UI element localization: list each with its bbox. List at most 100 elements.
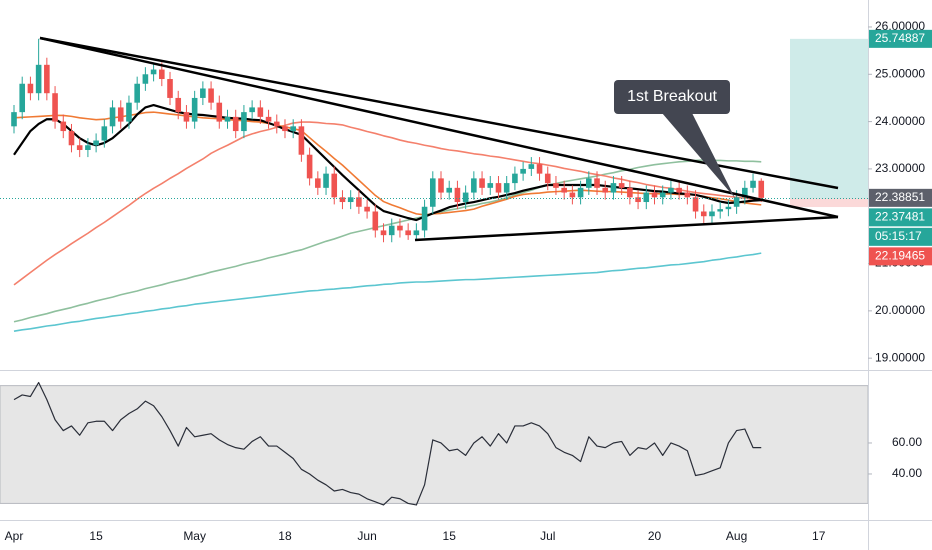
candle-body [512,173,518,184]
candle-body [676,187,682,193]
candle-body [503,183,510,193]
y-tick-label: 26.00000 [875,19,925,33]
y-tick-label: 19.00000 [875,350,925,364]
x-tick-label: Jun [357,529,376,543]
candle-body [429,178,436,207]
candle-body [758,180,765,198]
price-label: 25.74887 [875,31,925,45]
x-tick-label: 15 [89,529,103,543]
candle-body [290,126,296,132]
x-tick-label: 20 [648,529,662,543]
target-zone [790,38,868,199]
candle-body [643,192,650,203]
candle-body [191,97,198,122]
candle-body [372,211,379,231]
candle-body [446,187,453,193]
candle-body [536,164,543,174]
candle-body [454,187,461,203]
x-tick-label: May [183,529,206,543]
candle-body [298,126,305,155]
candle-body [159,69,165,80]
price-label-bg [869,188,932,207]
candle-body [742,187,748,198]
price-label: 22.37481 [875,210,925,224]
y-tick-label: 25.00000 [875,66,925,80]
candle-body [249,107,255,113]
candle-body [150,69,157,75]
candle-body [709,211,715,217]
callout-pointer [662,113,735,198]
x-tick-label: 18 [278,529,292,543]
rsi-band [0,385,869,504]
price-label: 22.19465 [875,249,925,263]
candle-body [495,183,502,193]
candle-body [241,112,247,132]
candle-body [717,209,723,212]
candle-body [175,97,182,113]
candle-body [610,183,617,193]
candle-body [364,206,370,212]
candle-body [635,197,641,203]
candle-body [93,140,99,146]
candle-body [586,178,592,188]
x-tick-label: 17 [812,529,826,543]
candle-body [134,83,140,103]
countdown-bg [869,227,932,246]
x-tick-label: 15 [443,529,457,543]
back-layer [0,38,869,504]
candle-body [651,192,658,198]
candle-body [602,187,609,193]
candle-body [101,126,108,141]
candle-body [44,64,50,94]
candle-body [405,230,411,236]
candle-body [520,168,526,174]
candle-body [438,178,444,193]
candle-body [725,206,732,210]
rsi-tick-label: 40.00 [892,466,922,480]
candle-body [528,164,535,169]
candle-body [347,197,354,203]
candle-body [659,192,666,198]
candle-body [224,116,231,122]
moving-average [13,103,762,222]
trendline [39,36,839,219]
candle-body [306,154,313,179]
candle-body [109,107,116,127]
candle-body [618,183,625,188]
candle-body [273,121,280,127]
candle-body [323,173,329,188]
stop-zone [790,198,868,208]
price-pane [0,38,868,332]
moving-average [13,252,762,332]
candle-body [479,178,485,188]
y-tick-label: 20.00000 [875,303,925,317]
candle-body [684,192,691,198]
candle-body [339,197,346,203]
axis-labels: 19.0000020.0000021.0000023.0000024.00000… [5,19,932,543]
rsi-pane [13,381,762,506]
candle-body [397,225,403,231]
candle-body [216,102,223,122]
candle-body [60,121,67,132]
candle-body [577,187,584,198]
candle-body [126,102,132,122]
candle-body [52,93,58,122]
candle-body [692,197,699,212]
callout-box [614,80,730,114]
candle-body [232,116,239,132]
candle-body [462,192,469,203]
moving-average [13,159,762,323]
candle-body [315,178,321,188]
candle-body [208,88,214,103]
callout: 1st Breakout [614,80,735,198]
countdown: 05:15:17 [875,229,922,243]
candle-body [257,107,264,117]
candle-body [142,74,149,84]
candle-body [265,116,272,122]
candle-body [569,192,576,198]
candle-body [11,112,17,127]
price-label-bg [869,29,932,48]
